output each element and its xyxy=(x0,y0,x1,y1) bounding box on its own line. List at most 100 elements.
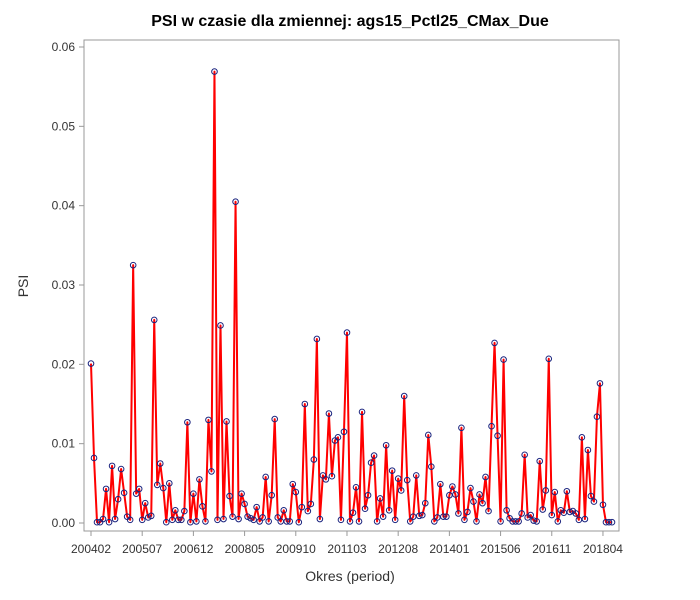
data-point xyxy=(175,516,182,524)
data-point xyxy=(172,507,179,514)
data-point xyxy=(280,507,288,514)
data-point xyxy=(533,518,541,525)
data-point xyxy=(310,456,318,463)
series-line xyxy=(90,70,612,524)
x-axis-label: Okres (period) xyxy=(305,568,394,584)
data-point xyxy=(268,491,275,499)
data-point xyxy=(295,518,303,526)
y-tick-label: 0.04 xyxy=(52,199,76,213)
data-point xyxy=(545,355,553,363)
data-point xyxy=(223,418,230,425)
data-point xyxy=(265,518,272,525)
data-point xyxy=(190,490,197,497)
data-point xyxy=(159,484,167,492)
data-point xyxy=(181,507,188,515)
x-tick-label: 200507 xyxy=(122,542,162,556)
y-tick-label: 0.00 xyxy=(52,516,76,530)
data-point xyxy=(184,418,191,426)
data-point xyxy=(608,518,616,526)
data-point xyxy=(578,434,586,441)
data-point xyxy=(367,459,375,467)
data-point xyxy=(325,410,333,417)
data-point xyxy=(99,515,107,523)
data-point xyxy=(129,261,137,269)
data-point xyxy=(536,457,544,465)
data-point xyxy=(563,487,571,495)
x-tick-label: 201401 xyxy=(429,542,469,556)
data-point xyxy=(162,518,170,526)
data-point xyxy=(250,516,257,524)
data-point xyxy=(497,518,504,525)
data-point xyxy=(316,515,324,523)
data-point xyxy=(313,335,321,343)
data-point xyxy=(572,510,580,517)
data-point xyxy=(352,484,360,491)
data-point xyxy=(421,499,429,507)
data-point xyxy=(482,473,489,481)
data-point xyxy=(105,518,113,526)
y-tick-label: 0.02 xyxy=(52,357,76,371)
data-point xyxy=(403,476,411,484)
data-point xyxy=(364,491,372,499)
data-point xyxy=(458,424,465,432)
data-point xyxy=(587,492,595,500)
data-point xyxy=(126,516,134,524)
data-point xyxy=(286,518,294,525)
x-tick-label: 200910 xyxy=(276,542,316,556)
data-point xyxy=(437,480,444,488)
data-point xyxy=(554,518,562,525)
data-point xyxy=(343,329,351,336)
chart-title: PSI w czasie dla zmiennej: ags15_Pctl25_… xyxy=(151,13,549,30)
data-point xyxy=(259,514,266,521)
data-point xyxy=(156,460,164,467)
y-tick-label: 0.03 xyxy=(52,278,76,292)
data-point xyxy=(226,492,233,500)
data-point xyxy=(385,507,393,514)
data-point xyxy=(253,503,260,511)
data-point xyxy=(455,510,462,517)
data-point xyxy=(358,408,366,416)
x-tick-label: 201103 xyxy=(327,542,366,556)
data-point xyxy=(150,316,158,324)
data-point xyxy=(388,467,396,474)
data-point xyxy=(262,473,269,481)
data-point xyxy=(153,481,161,489)
data-point xyxy=(328,472,336,480)
data-point xyxy=(412,472,420,479)
data-point xyxy=(397,487,405,494)
data-point xyxy=(452,491,459,498)
data-point xyxy=(135,485,143,493)
data-point xyxy=(584,446,592,454)
data-point xyxy=(232,198,239,205)
data-point xyxy=(599,501,607,509)
data-point xyxy=(394,475,402,482)
data-point xyxy=(476,491,483,498)
data-point xyxy=(220,515,227,523)
data-point xyxy=(503,507,510,514)
data-point xyxy=(87,360,95,367)
data-point xyxy=(166,480,173,487)
data-point xyxy=(500,356,507,363)
data-point xyxy=(515,518,522,525)
data-point xyxy=(424,431,432,439)
x-tick-label: 200402 xyxy=(71,542,111,556)
data-point xyxy=(548,511,556,519)
data-point xyxy=(238,490,245,497)
data-point xyxy=(449,483,456,490)
data-point xyxy=(605,518,613,526)
data-point xyxy=(93,518,101,526)
plot-frame xyxy=(83,39,620,532)
data-point xyxy=(138,516,146,524)
data-point xyxy=(415,512,423,520)
data-point xyxy=(337,516,345,524)
data-point xyxy=(566,508,574,516)
data-point xyxy=(373,518,381,525)
data-point xyxy=(539,506,547,513)
data-point xyxy=(132,490,140,497)
data-point xyxy=(596,380,604,387)
y-tick-label: 0.06 xyxy=(52,40,76,54)
data-point xyxy=(114,495,122,503)
data-point xyxy=(485,507,492,515)
data-point xyxy=(196,476,203,483)
